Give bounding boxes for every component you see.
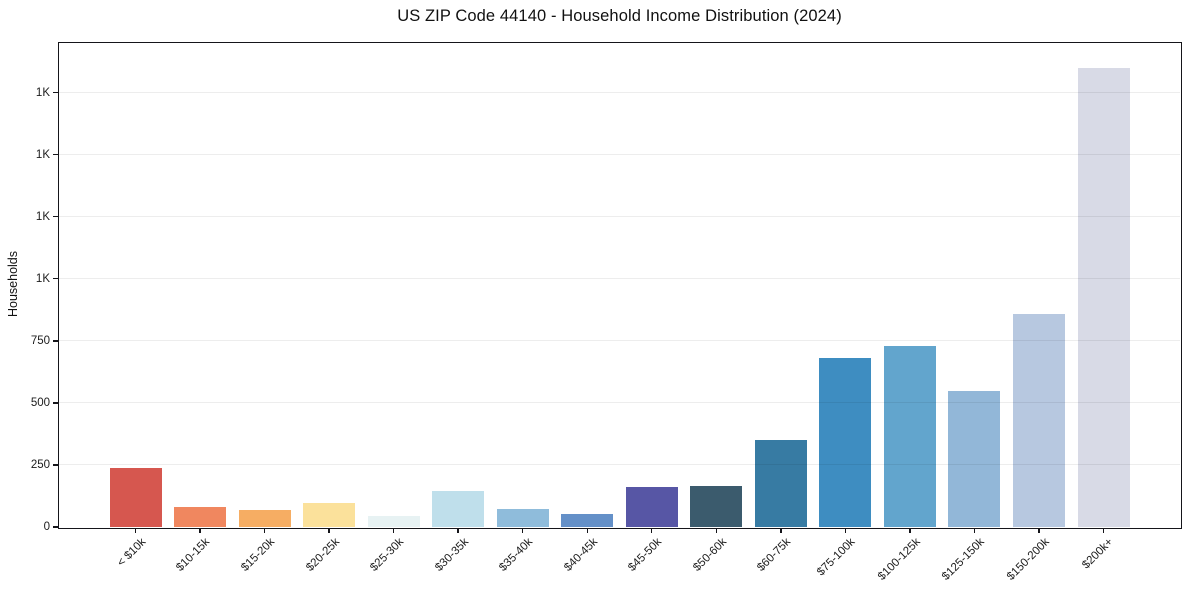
- x-tick-label: $10-15k: [174, 536, 213, 574]
- x-tick-label: $15-20k: [239, 536, 278, 574]
- x-tick: [586, 528, 588, 533]
- y-tick: [53, 278, 58, 280]
- y-tick-label: 1K: [35, 86, 50, 99]
- gridline: [59, 402, 1180, 404]
- x-tick-label: $60-75k: [755, 536, 794, 574]
- gridline: [59, 464, 1180, 466]
- gridline: [59, 278, 1180, 280]
- x-tick-label: $200k+: [1080, 536, 1116, 572]
- x-tick: [844, 528, 847, 533]
- y-tick: [53, 402, 58, 404]
- y-tick: [53, 340, 58, 342]
- x-tick: [522, 528, 524, 533]
- y-tick-label: 1K: [35, 210, 50, 223]
- x-tick: [392, 528, 395, 533]
- x-tick: [651, 528, 653, 533]
- y-tick-label: 750: [30, 334, 50, 347]
- x-tick-label: $30-35k: [432, 536, 471, 574]
- bar: [819, 357, 872, 527]
- bar: [690, 486, 743, 527]
- chart-title: US ZIP Code 44140 - Household Income Dis…: [397, 7, 842, 25]
- gridline: [59, 340, 1180, 342]
- gridline: [59, 216, 1180, 218]
- x-tick-label: $50-60k: [690, 536, 729, 574]
- x-tick: [715, 528, 717, 533]
- y-tick: [53, 464, 58, 466]
- bar: [883, 346, 936, 527]
- bar: [432, 490, 485, 527]
- x-tick: [457, 528, 459, 533]
- y-tick-label: 500: [30, 396, 50, 409]
- y-tick: [53, 526, 58, 528]
- y-tick-label: 1K: [35, 148, 50, 161]
- x-tick-label: $35-40k: [497, 536, 536, 574]
- x-tick: [1038, 528, 1040, 533]
- x-tick-label: < $10k: [114, 536, 148, 570]
- gridline: [59, 92, 1180, 94]
- y-tick: [53, 91, 58, 94]
- x-tick-label: $25-30k: [368, 536, 407, 574]
- bar: [109, 467, 162, 527]
- bar: [948, 390, 1001, 527]
- plot-area: [57, 41, 1182, 529]
- x-tick-label: $45-50k: [626, 536, 665, 574]
- bar: [561, 513, 614, 527]
- x-tick-label: $100-125k: [875, 536, 923, 583]
- bar: [1077, 68, 1130, 527]
- x-tick: [328, 528, 330, 533]
- x-tick-label: $75-100k: [815, 536, 858, 579]
- bar: [1012, 314, 1065, 527]
- y-tick-label: 250: [30, 458, 50, 471]
- y-tick: [53, 153, 58, 156]
- bar: [303, 503, 356, 527]
- x-tick: [263, 528, 266, 533]
- x-tick-label: $20-25k: [303, 536, 342, 574]
- x-tick-label: $40-45k: [561, 536, 600, 574]
- x-tick: [1102, 528, 1105, 533]
- x-tick-label: $125-150k: [939, 536, 987, 583]
- bar: [367, 515, 420, 527]
- y-tick-label: 1K: [35, 272, 50, 285]
- x-tick-label: $150-200k: [1004, 536, 1052, 583]
- x-tick: [199, 528, 201, 533]
- bar: [174, 507, 227, 527]
- x-tick: [909, 528, 911, 533]
- x-tick: [973, 528, 976, 533]
- bar: [754, 440, 807, 527]
- gridline: [59, 154, 1180, 156]
- y-tick: [53, 216, 58, 218]
- bar: [625, 487, 678, 527]
- y-tick-label: 0: [43, 521, 50, 533]
- x-tick: [134, 528, 137, 533]
- bar: [496, 508, 549, 527]
- x-tick: [780, 528, 782, 533]
- bar: [238, 510, 291, 527]
